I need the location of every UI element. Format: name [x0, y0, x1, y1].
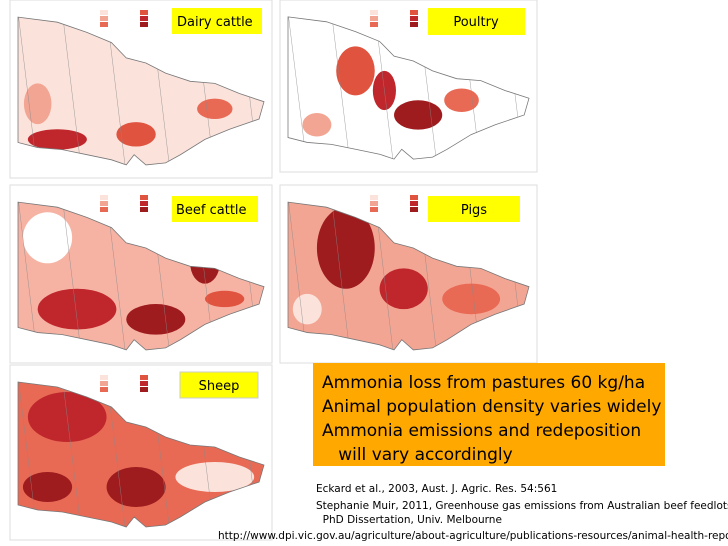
legend-swatch [410, 22, 418, 27]
legend-swatch [410, 195, 418, 200]
legend-swatch [370, 207, 378, 212]
state-outline [17, 16, 265, 166]
state-outline [17, 381, 265, 528]
highlight-line: Ammonia emissions and redeposition [322, 421, 641, 441]
legend-swatch [140, 387, 148, 392]
reference: Eckard et al., 2003, Aust. J. Agric. Res… [316, 483, 557, 495]
region [292, 293, 322, 325]
region [22, 472, 73, 502]
highlight-box [313, 363, 665, 466]
panel-label: Dairy cattle [177, 15, 253, 30]
region [379, 268, 428, 310]
legend-swatch [100, 22, 108, 27]
legend-swatch [140, 195, 148, 200]
map [287, 201, 530, 351]
region [37, 288, 117, 330]
legend-swatch [140, 16, 148, 21]
label-box [179, 371, 259, 399]
label-box [428, 196, 520, 222]
region-border [331, 202, 351, 350]
region [175, 462, 255, 492]
legend-swatch [140, 201, 148, 206]
legend-swatch [410, 16, 418, 21]
legend-swatch [140, 375, 148, 380]
panel-label: Beef cattle [176, 203, 247, 218]
highlight-line: will vary accordingly [322, 445, 513, 465]
reference: Stephanie Muir, 2011, Greenhouse gas emi… [316, 500, 728, 512]
highlight-line: Animal population density varies widely [322, 397, 661, 417]
map [17, 381, 265, 528]
legend-swatch [100, 10, 108, 15]
map-legend [100, 375, 148, 392]
state-outline [287, 201, 530, 351]
label-box [172, 8, 262, 34]
legend-swatch [410, 207, 418, 212]
region [23, 83, 52, 125]
region [116, 122, 156, 147]
legend-swatch [100, 195, 108, 200]
legend-swatch [100, 381, 108, 386]
region-border [62, 382, 83, 527]
region [197, 98, 233, 120]
legend-swatch [140, 381, 148, 386]
legend-swatch [370, 10, 378, 15]
region-group [18, 382, 260, 527]
map [287, 16, 530, 160]
region-border [331, 16, 351, 160]
legend-swatch [410, 10, 418, 15]
region [442, 283, 501, 315]
panel-label: Pigs [461, 203, 487, 218]
panel-label: Sheep [199, 379, 240, 394]
map-legend [370, 10, 418, 27]
legend-swatch [370, 201, 378, 206]
region [444, 88, 479, 113]
highlight-line: Ammonia loss from pastures 60 kg/ha [322, 373, 645, 393]
legend-swatch [100, 201, 108, 206]
source-url: http://www.dpi.vic.gov.au/agriculture/ab… [218, 530, 728, 542]
region [302, 113, 332, 137]
legend-swatch [100, 16, 108, 21]
region-border [62, 202, 83, 350]
legend-swatch [100, 375, 108, 380]
legend-swatch [370, 195, 378, 200]
map-legend [100, 195, 148, 212]
region [394, 100, 443, 130]
reference: PhD Dissertation, Univ. Melbourne [316, 514, 502, 526]
legend-swatch [410, 201, 418, 206]
legend-swatch [370, 22, 378, 27]
region-border [62, 17, 83, 165]
region [106, 467, 166, 507]
region-group [288, 16, 525, 160]
region [126, 304, 186, 335]
panel-label: Poultry [453, 15, 499, 30]
state-outline [287, 16, 530, 160]
legend-swatch [370, 16, 378, 21]
legend-swatch [140, 207, 148, 212]
region-group [288, 202, 525, 350]
region [336, 46, 375, 96]
region [316, 207, 375, 289]
map-legend [370, 195, 418, 212]
legend-swatch [100, 207, 108, 212]
region [22, 212, 73, 264]
legend-swatch [140, 10, 148, 15]
label-box [428, 8, 525, 35]
state-outline [17, 201, 265, 351]
map [17, 16, 265, 166]
legend-swatch [100, 387, 108, 392]
label-box [172, 196, 258, 222]
state-shape [18, 17, 264, 165]
map-legend [100, 10, 148, 27]
legend-swatch [140, 22, 148, 27]
region [204, 290, 245, 308]
region [27, 129, 87, 150]
